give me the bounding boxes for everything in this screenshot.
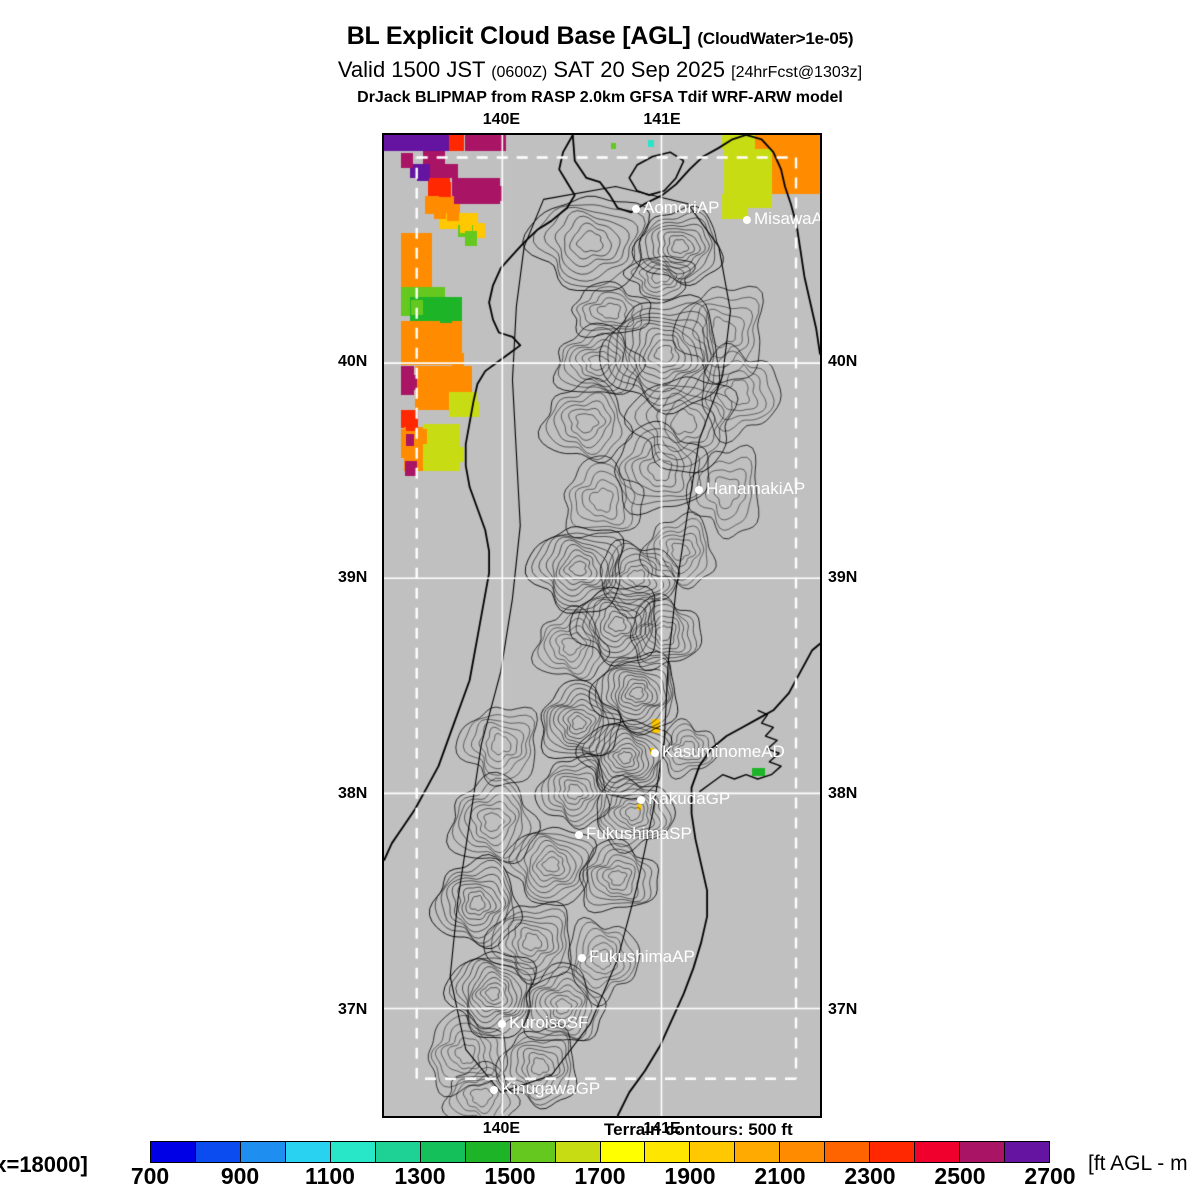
colorbar[interactable] xyxy=(150,1141,1050,1163)
colorbar-segment xyxy=(915,1142,961,1162)
axis-tick-label: 38N xyxy=(338,785,368,803)
station-marker[interactable] xyxy=(650,748,659,757)
title-block: BL Explicit Cloud Base [AGL] (CloudWater… xyxy=(0,0,1200,107)
map-overlay-layer xyxy=(384,135,820,1116)
colorbar-tick-labels: 700 900 1100 1300 1500 1700 1900 2100 2300 2500 27… xyxy=(131,1163,1076,1193)
axis-tick-label: 38N xyxy=(828,785,858,803)
colorbar-segment xyxy=(375,1142,421,1162)
forecast-stamp: [24hrFcst@1303z] xyxy=(731,64,863,81)
colorbar-segment xyxy=(510,1142,556,1162)
station-marker[interactable] xyxy=(637,795,645,804)
model-subtitle: DrJack BLIPMAP from RASP 2.0km GFSA Tdif… xyxy=(357,89,843,106)
colorbar-segment xyxy=(151,1142,196,1162)
colorbar-tick: 1100 xyxy=(305,1163,355,1189)
colorbar-segment xyxy=(555,1142,601,1162)
colorbar-tick: 1500 xyxy=(484,1163,536,1189)
colorbar-segment xyxy=(465,1142,511,1162)
station-marker[interactable] xyxy=(631,204,640,213)
valid-date: SAT 20 Sep 2025 xyxy=(553,57,725,82)
colorbar-segment xyxy=(420,1142,466,1162)
title-main-suffix: (CloudWater>1e-05) xyxy=(697,29,854,48)
colorbar-segment xyxy=(285,1142,331,1162)
axis-tick-label: 40N xyxy=(828,353,858,370)
colorbar-tick: 1300 xyxy=(394,1163,446,1189)
axis-tick-label: 37N xyxy=(828,1001,858,1019)
valid-time-line: Valid 1500 JST (0600Z) SAT 20 Sep 2025 [… xyxy=(0,57,1200,83)
colorbar-segment xyxy=(690,1142,736,1162)
station-marker[interactable] xyxy=(490,1086,498,1095)
station-label: HanamakiAP xyxy=(705,478,806,498)
colorbar-tick: 2700 xyxy=(1024,1163,1076,1189)
colorbar-segment xyxy=(825,1142,871,1162)
station-label: MisawaAD xyxy=(754,209,822,228)
colorbar-tick: 1700 xyxy=(574,1163,626,1189)
station-label: KuroisoSF xyxy=(509,1012,589,1032)
colorbar-segment xyxy=(600,1142,646,1162)
page-title: BL Explicit Cloud Base [AGL] (CloudWater… xyxy=(0,22,1200,51)
colorbar-units-label: [ft AGL - m xyxy=(1088,1152,1188,1175)
valid-utc: (0600Z) xyxy=(491,64,548,81)
axis-tick-label: 40N xyxy=(338,353,368,370)
station-label: KasuminomeAD xyxy=(661,741,785,761)
valid-prefix: Valid 1500 JST xyxy=(337,57,486,82)
terrain-contour-note: Terrain contours: 500 ft xyxy=(604,1120,793,1139)
map-panel[interactable]: AomoriAP MisawaAD HanamakiAP KasuminomeAD Ka… xyxy=(382,133,822,1118)
colorbar-tick: 2100 xyxy=(754,1163,806,1189)
station-marker[interactable] xyxy=(578,953,586,962)
axis-tick-label: 140E xyxy=(482,1120,521,1137)
axis-tick-label: 37N xyxy=(338,1001,368,1019)
axis-tick-label: 140E xyxy=(482,111,521,128)
station-label: FukushimaAP xyxy=(589,946,695,966)
colorbar-tick: 700 xyxy=(130,1163,170,1189)
axis-tick-label: 39N xyxy=(338,569,368,587)
station-marker[interactable] xyxy=(498,1019,506,1028)
station-label: FukushimaSP xyxy=(586,824,692,844)
axis-tick-label: 39N xyxy=(828,569,858,587)
colorbar-tick: 900 xyxy=(220,1163,260,1189)
colorbar-segment xyxy=(735,1142,781,1162)
colorbar-tick: 2500 xyxy=(934,1163,986,1189)
station-label: AomoriAP xyxy=(642,197,720,217)
station-label: KinugawaGP xyxy=(501,1079,601,1099)
colorbar-tick: 2300 xyxy=(844,1163,896,1189)
station-label: KakudaGP xyxy=(648,788,731,808)
colorbar-segment xyxy=(780,1142,826,1162)
colorbar-segment xyxy=(330,1142,376,1162)
colorbar-segment xyxy=(240,1142,286,1162)
station-marker[interactable] xyxy=(575,831,583,840)
colorbar-segment xyxy=(645,1142,691,1162)
colorbar-segment xyxy=(1005,1142,1050,1162)
station-marker[interactable] xyxy=(694,485,703,494)
axis-tick-label: 141E xyxy=(643,111,681,128)
title-main-text: BL Explicit Cloud Base [AGL] xyxy=(346,22,691,50)
colorbar-tick: 1900 xyxy=(664,1163,716,1189)
colorbar-segment xyxy=(195,1142,241,1162)
colorbar-segment xyxy=(960,1142,1006,1162)
colorbar-max-label: ax=18000] xyxy=(0,1152,88,1177)
colorbar-segment xyxy=(870,1142,916,1162)
axis-tick-label: 141E xyxy=(643,1120,681,1137)
station-marker[interactable] xyxy=(743,216,751,224)
